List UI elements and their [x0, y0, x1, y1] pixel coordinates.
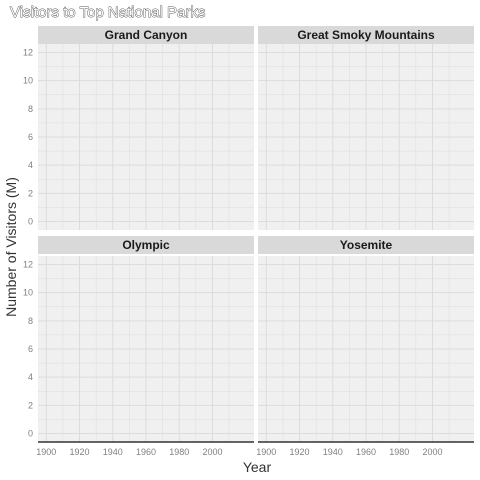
facet-strip [258, 236, 474, 254]
y-tick-label: 8 [28, 316, 33, 326]
facet-label: Great Smoky Mountains [297, 28, 435, 42]
x-tick-label: 2000 [202, 447, 222, 457]
facet-label: Olympic [122, 238, 170, 252]
x-tick-label: 1920 [70, 447, 90, 457]
y-tick-label: 2 [28, 400, 33, 410]
chart-title: Visitors to Top National Parks [10, 4, 205, 21]
x-tick-label: 1980 [389, 447, 409, 457]
facet-strip [38, 236, 254, 254]
y-tick-label: 6 [28, 132, 33, 142]
y-tick-label: 10 [23, 76, 33, 86]
y-tick-label: 8 [28, 104, 33, 114]
y-tick-label: 0 [28, 217, 33, 227]
y-tick-label: 12 [23, 259, 33, 269]
facet-label: Yosemite [340, 238, 393, 252]
x-tick-label: 1940 [323, 447, 343, 457]
y-tick-label: 12 [23, 47, 33, 57]
facet-label: Grand Canyon [105, 28, 188, 42]
facet-panels: Grand Canyon 0 2 4 6 8 10 12 Great Smoky Mountai… [23, 26, 474, 457]
x-tick-label: 1960 [136, 447, 156, 457]
y-axis-title: Number of Visitors (M) [3, 177, 19, 317]
x-tick-label: 1920 [290, 447, 310, 457]
facet-strip [258, 26, 474, 44]
x-tick-label: 1940 [103, 447, 123, 457]
x-tick-label: 1900 [256, 447, 276, 457]
y-tick-label: 4 [28, 372, 33, 382]
y-tick-label: 10 [23, 288, 33, 298]
x-tick-label: 1980 [169, 447, 189, 457]
facet-strip [38, 26, 254, 44]
y-tick-label: 2 [28, 188, 33, 198]
x-tick-label: 2000 [422, 447, 442, 457]
x-axis-title: Year [243, 459, 272, 475]
y-tick-label: 6 [28, 344, 33, 354]
x-tick-label: 1900 [36, 447, 56, 457]
y-tick-label: 4 [28, 160, 33, 170]
y-tick-label: 0 [28, 429, 33, 439]
x-tick-label: 1960 [356, 447, 376, 457]
